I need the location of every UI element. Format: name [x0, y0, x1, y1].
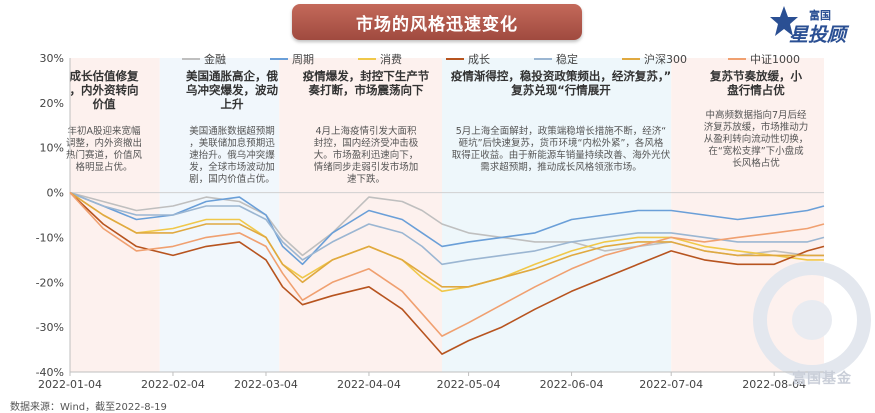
- brand-logo: 富国 星投顾: [769, 4, 861, 46]
- annotation-body: 5月上海全面解封，政策端稳增长措施不断，经济“砸坑”后快速复苏，货币环境“内松外…: [452, 125, 671, 173]
- annotation-heading: 美国通胀高企，俄乌冲突爆发，波动上升: [186, 69, 278, 111]
- legend-label: 稳定: [556, 52, 578, 66]
- title-banner: 市场的风格迅速变化: [292, 4, 582, 40]
- legend-item: 中证1000: [728, 53, 800, 66]
- legend-label: 中证1000: [750, 53, 800, 66]
- chart-title: 市场的风格迅速变化: [356, 14, 518, 35]
- annotation-4: 疫情渐得控，稳投资政策频出，经济复苏，”复苏兑现“行情展开 5月上海全面解封，政策…: [451, 69, 671, 173]
- series-lines: [69, 191, 825, 355]
- annotation-2: 美国通胀高企，俄乌冲突爆发，波动上升美国通胀数据超预期，美联储加息预期迅速抬升。…: [186, 69, 278, 185]
- annotation-5: 复苏节奏放缓，小盘行情占优中高频数据指向7月后经济复苏放缓，市场推动力从盈利转向…: [704, 69, 809, 169]
- y-tick-label: -30%: [36, 321, 64, 334]
- series-line-成长: [69, 192, 825, 355]
- x-tick-label: 2022-01-04: [38, 378, 102, 391]
- watermark-core: [792, 300, 832, 340]
- legend-item: 消费: [358, 52, 402, 66]
- annotation-body: 中高频数据指向7月后经济复苏放缓，市场推动力从盈利转向流动性切换，在“宽松支撑”…: [704, 109, 809, 169]
- legend-item: 周期: [270, 53, 314, 66]
- annotation-heading: 疫情爆发，封控下生产节奏打断，市场震荡向下: [303, 69, 430, 97]
- x-tick-label: 2022-03-04: [234, 378, 298, 391]
- legend-item: 金融: [182, 52, 226, 66]
- axes: -40% -30% -20% -10% 0% 10% 20% 30% 2022-01-04 202…: [36, 52, 824, 391]
- y-tick-label: 20%: [40, 97, 64, 110]
- legend-item: 稳定: [534, 52, 578, 66]
- period-bands: [70, 58, 824, 372]
- series-line-稳定: [69, 191, 825, 266]
- logo-text-main: 星投顾: [789, 24, 847, 46]
- x-tick-label: 2022-05-04: [437, 378, 501, 391]
- y-tick-label: -10%: [36, 231, 64, 244]
- legend-label: 周期: [292, 53, 314, 66]
- y-tick-label: 30%: [40, 52, 64, 65]
- legend: 金融 周期 消费 成长 稳定 沪深300 中证1000: [182, 52, 800, 66]
- line-chart: 成长估值修复，内外资转向价值年初A股迎来宽幅调整，内外资撤出热门赛道，价值风格明…: [36, 52, 871, 391]
- source-note: 数据来源：Wind，截至2022-8-19: [10, 402, 167, 413]
- star-logo-icon: [770, 6, 798, 36]
- logo-text-top: 富国: [809, 9, 831, 22]
- y-tick-label: -20%: [36, 276, 64, 289]
- period-band-2: [159, 58, 280, 372]
- legend-label: 金融: [204, 52, 226, 66]
- annotation-1: 成长估值修复，内外资转向价值年初A股迎来宽幅调整，内外资撤出热门赛道，价值风格明…: [66, 69, 143, 173]
- series-line-中证1000: [69, 192, 825, 337]
- series-line-周期: [69, 191, 825, 266]
- legend-label: 消费: [380, 52, 402, 66]
- x-tick-label: 2022-02-04: [141, 378, 205, 391]
- x-tick-label: 2022-07-04: [639, 378, 703, 391]
- annotation-body: 年初A股迎来宽幅调整，内外资撤出热门赛道，价值风格明显占优。: [66, 125, 143, 173]
- legend-item: 沪深300: [622, 52, 687, 66]
- x-tick-label: 2022-08-04: [742, 378, 806, 391]
- legend-label: 成长: [468, 53, 490, 66]
- series-line-沪深300: [69, 191, 824, 288]
- series-line-消费: [69, 191, 824, 293]
- y-tick-label: -40%: [36, 366, 64, 379]
- x-tick-label: 2022-04-04: [337, 378, 401, 391]
- annotation-3: 疫情爆发，封控下生产节奏打断，市场震荡向下 4月上海疫情引发大面积封控，国内经济受…: [303, 69, 430, 185]
- y-tick-label: 10%: [40, 142, 64, 155]
- watermark-text: 富国基金: [792, 371, 852, 387]
- legend-label: 沪深300: [644, 52, 687, 66]
- annotations: 成长估值修复，内外资转向价值年初A股迎来宽幅调整，内外资撤出热门赛道，价值风格明…: [66, 69, 808, 185]
- y-tick-label: 0%: [47, 187, 64, 200]
- annotation-heading: 成长估值修复，内外资转向价值: [70, 69, 139, 111]
- x-tick-label: 2022-06-04: [540, 378, 604, 391]
- annotation-body: 美国通胀数据超预期，美联储加息预期迅速抬升。俄乌冲突爆发，全球市场波动加剧，国内…: [189, 125, 275, 185]
- period-band-4: [442, 58, 672, 372]
- annotation-body: 4月上海疫情引发大面积封控，国内经济受冲击极大。市场盈利迅速向下，情绪同步走弱引…: [314, 125, 419, 185]
- legend-item: 成长: [446, 53, 490, 66]
- annotation-heading: 复苏节奏放缓，小盘行情占优: [709, 69, 802, 97]
- annotation-heading: 疫情渐得控，稳投资政策频出，经济复苏，”复苏兑现“行情展开: [451, 69, 671, 97]
